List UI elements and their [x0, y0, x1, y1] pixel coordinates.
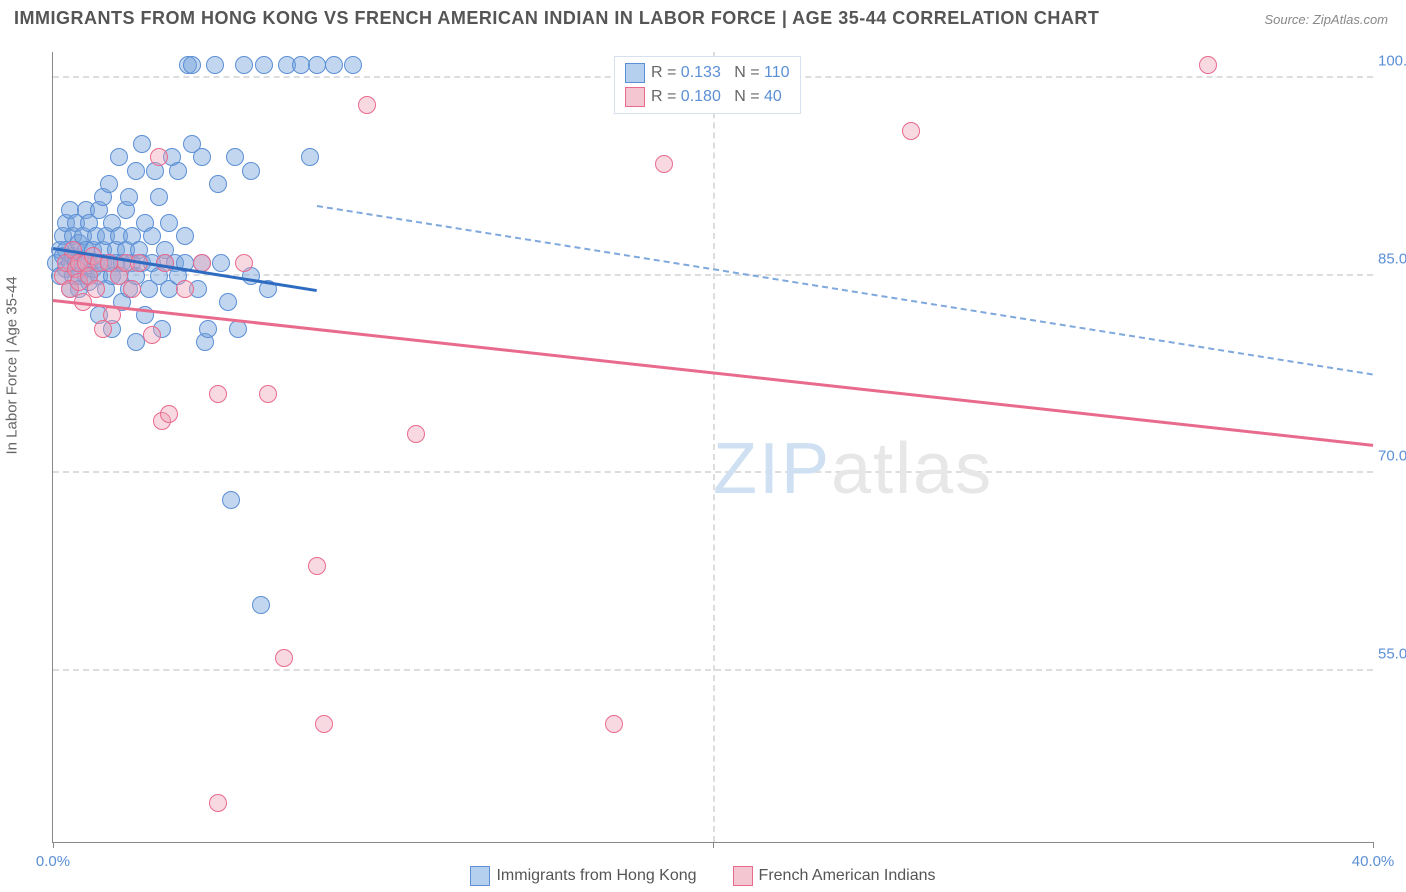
data-point — [169, 162, 187, 180]
data-point — [100, 175, 118, 193]
y-tick-label: 70.0% — [1378, 448, 1406, 465]
data-point — [222, 491, 240, 509]
data-point — [183, 56, 201, 74]
legend-r-value: 0.180 — [681, 88, 721, 105]
legend-r-value: 0.133 — [681, 64, 721, 81]
y-tick-label: 85.0% — [1378, 250, 1406, 267]
legend-n-value: 40 — [764, 88, 782, 105]
gridline-vertical — [713, 52, 715, 842]
data-point — [407, 425, 425, 443]
data-point — [358, 96, 376, 114]
legend-r-label: R = — [651, 64, 681, 81]
x-tick — [713, 842, 714, 848]
data-point — [209, 385, 227, 403]
data-point — [344, 56, 362, 74]
legend-swatch — [625, 87, 645, 107]
data-point — [655, 155, 673, 173]
legend-n-label: N = — [734, 64, 764, 81]
data-point — [292, 56, 310, 74]
data-point — [209, 794, 227, 812]
data-point — [275, 649, 293, 667]
data-point — [150, 188, 168, 206]
legend-n-value: 110 — [764, 64, 790, 81]
data-point — [252, 596, 270, 614]
data-point — [308, 557, 326, 575]
data-point — [242, 162, 260, 180]
legend-item: French American Indians — [733, 866, 936, 886]
data-point — [206, 56, 224, 74]
chart-title: IMMIGRANTS FROM HONG KONG VS FRENCH AMER… — [14, 8, 1099, 29]
watermark: ZIPatlas — [713, 428, 993, 510]
legend-bottom: Immigrants from Hong Kong French American… — [0, 866, 1406, 886]
data-point — [212, 254, 230, 272]
data-point — [325, 56, 343, 74]
legend-n-label: N = — [734, 88, 764, 105]
data-point — [120, 188, 138, 206]
data-point — [259, 385, 277, 403]
data-point — [219, 293, 237, 311]
y-axis-label: In Labor Force | Age 35-44 — [4, 276, 21, 454]
x-tick — [53, 842, 54, 848]
data-point — [235, 254, 253, 272]
data-point — [123, 280, 141, 298]
data-point — [133, 135, 151, 153]
data-point — [235, 56, 253, 74]
data-point — [209, 175, 227, 193]
chart-container: IMMIGRANTS FROM HONG KONG VS FRENCH AMER… — [0, 0, 1406, 892]
data-point — [160, 214, 178, 232]
chart-source: Source: ZipAtlas.com — [1264, 12, 1388, 27]
y-tick-label: 55.0% — [1378, 645, 1406, 662]
legend-item: Immigrants from Hong Kong — [470, 866, 696, 886]
data-point — [176, 280, 194, 298]
legend-swatch — [733, 866, 753, 886]
data-point — [308, 56, 326, 74]
legend-swatch — [625, 63, 645, 83]
data-point — [143, 326, 161, 344]
data-point — [127, 162, 145, 180]
legend-swatch — [470, 866, 490, 886]
data-point — [127, 333, 145, 351]
y-tick-label: 100.0% — [1378, 53, 1406, 70]
x-tick — [1373, 842, 1374, 848]
data-point — [160, 405, 178, 423]
legend-row: R = 0.133 N = 110 — [625, 61, 790, 85]
data-point — [110, 148, 128, 166]
data-point — [605, 715, 623, 733]
data-point — [315, 715, 333, 733]
data-point — [902, 122, 920, 140]
data-point — [1199, 56, 1217, 74]
data-point — [150, 148, 168, 166]
legend-row: R = 0.180 N = 40 — [625, 85, 790, 109]
legend-r-label: R = — [651, 88, 681, 105]
data-point — [193, 148, 211, 166]
data-point — [226, 148, 244, 166]
data-point — [176, 227, 194, 245]
legend-label: French American Indians — [759, 867, 936, 884]
data-point — [199, 320, 217, 338]
data-point — [301, 148, 319, 166]
data-point — [87, 280, 105, 298]
plot-area: 55.0%70.0%85.0%100.0%0.0%40.0%ZIPatlasR … — [52, 52, 1373, 843]
trend-line — [317, 205, 1373, 376]
legend-correlation: R = 0.133 N = 110R = 0.180 N = 40 — [614, 56, 801, 114]
legend-label: Immigrants from Hong Kong — [496, 867, 696, 884]
data-point — [255, 56, 273, 74]
